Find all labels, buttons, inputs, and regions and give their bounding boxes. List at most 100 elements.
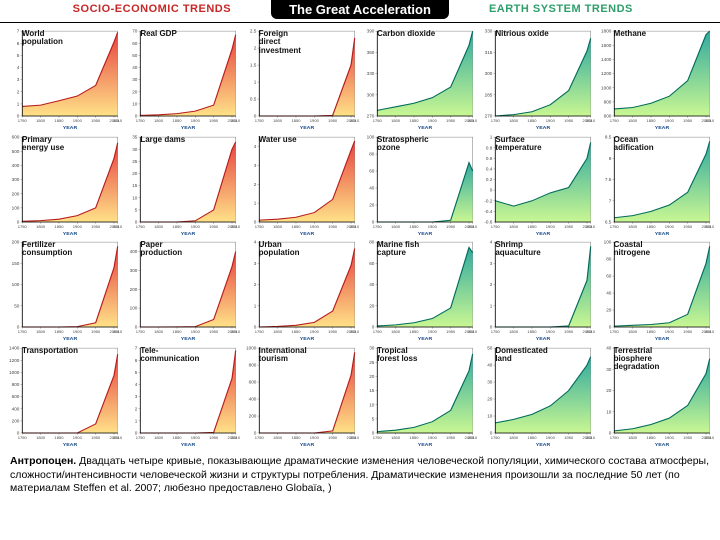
svg-text:50: 50 bbox=[14, 304, 20, 309]
svg-text:1900: 1900 bbox=[73, 119, 82, 123]
svg-text:1800: 1800 bbox=[391, 225, 400, 229]
svg-text:1800: 1800 bbox=[273, 330, 282, 334]
svg-text:800: 800 bbox=[603, 100, 611, 105]
panel-title: Shrimpaquaculture bbox=[495, 241, 540, 258]
chart-panel: 02004006008001000 1750180018501900195020… bbox=[243, 344, 359, 448]
svg-text:1200: 1200 bbox=[9, 358, 20, 363]
svg-text:1750: 1750 bbox=[136, 119, 145, 123]
svg-text:1950: 1950 bbox=[564, 436, 573, 440]
svg-text:1800: 1800 bbox=[509, 119, 518, 123]
svg-text:YEAR: YEAR bbox=[536, 231, 551, 236]
svg-text:1: 1 bbox=[490, 304, 493, 309]
svg-text:1900: 1900 bbox=[73, 330, 82, 334]
svg-text:1750: 1750 bbox=[609, 330, 618, 334]
svg-text:1900: 1900 bbox=[664, 119, 673, 123]
svg-text:5: 5 bbox=[17, 53, 20, 58]
svg-text:1850: 1850 bbox=[291, 119, 300, 123]
svg-text:1600: 1600 bbox=[601, 43, 612, 48]
svg-text:1750: 1750 bbox=[254, 436, 263, 440]
svg-text:1950: 1950 bbox=[564, 330, 573, 334]
svg-text:1900: 1900 bbox=[664, 436, 673, 440]
svg-text:1: 1 bbox=[253, 304, 256, 309]
svg-text:0: 0 bbox=[608, 430, 611, 435]
svg-text:30: 30 bbox=[369, 345, 375, 350]
svg-text:1750: 1750 bbox=[136, 330, 145, 334]
svg-text:1950: 1950 bbox=[328, 225, 337, 229]
svg-text:20: 20 bbox=[369, 202, 375, 207]
svg-text:1950: 1950 bbox=[564, 225, 573, 229]
svg-text:1750: 1750 bbox=[491, 330, 500, 334]
svg-text:YEAR: YEAR bbox=[299, 231, 314, 236]
svg-text:YEAR: YEAR bbox=[299, 125, 314, 130]
svg-text:1800: 1800 bbox=[509, 436, 518, 440]
svg-text:1850: 1850 bbox=[528, 330, 537, 334]
svg-text:1750: 1750 bbox=[609, 119, 618, 123]
chart-panel: 0100200300400500600 17501800185019001950… bbox=[6, 133, 122, 237]
svg-text:400: 400 bbox=[248, 396, 256, 401]
svg-text:1750: 1750 bbox=[373, 225, 382, 229]
svg-text:5: 5 bbox=[135, 370, 138, 375]
svg-text:1950: 1950 bbox=[209, 119, 218, 123]
svg-text:1950: 1950 bbox=[446, 330, 455, 334]
svg-text:1900: 1900 bbox=[309, 436, 318, 440]
chart-grid: 01234567 1750180018501900195020002010 YE… bbox=[0, 23, 720, 449]
svg-text:10: 10 bbox=[369, 402, 375, 407]
svg-text:300: 300 bbox=[485, 71, 493, 76]
svg-text:0: 0 bbox=[17, 219, 20, 224]
svg-text:1900: 1900 bbox=[191, 436, 200, 440]
chart-panel: 020406080 1750180018501900195020002010 Y… bbox=[361, 238, 477, 342]
svg-text:10: 10 bbox=[133, 195, 139, 200]
svg-text:300: 300 bbox=[367, 93, 375, 98]
svg-text:1850: 1850 bbox=[409, 436, 418, 440]
svg-text:80: 80 bbox=[606, 257, 612, 262]
chart-panel: 270285300315330 175018001850190019502000… bbox=[479, 27, 595, 131]
svg-text:1750: 1750 bbox=[491, 436, 500, 440]
svg-text:30: 30 bbox=[606, 367, 612, 372]
svg-text:1750: 1750 bbox=[373, 119, 382, 123]
svg-text:8: 8 bbox=[608, 156, 611, 161]
svg-text:YEAR: YEAR bbox=[63, 442, 78, 447]
svg-text:1800: 1800 bbox=[154, 225, 163, 229]
svg-text:2010: 2010 bbox=[231, 225, 240, 229]
svg-text:30: 30 bbox=[488, 379, 494, 384]
svg-text:1850: 1850 bbox=[646, 330, 655, 334]
svg-text:200: 200 bbox=[12, 191, 20, 196]
svg-text:60: 60 bbox=[369, 168, 375, 173]
svg-text:0: 0 bbox=[135, 114, 138, 119]
svg-text:2: 2 bbox=[17, 90, 20, 95]
svg-text:YEAR: YEAR bbox=[181, 336, 196, 341]
svg-text:20: 20 bbox=[606, 308, 612, 313]
svg-text:1: 1 bbox=[253, 80, 256, 85]
svg-text:1800: 1800 bbox=[391, 330, 400, 334]
svg-text:15: 15 bbox=[133, 183, 139, 188]
svg-text:200: 200 bbox=[12, 240, 20, 245]
svg-text:1850: 1850 bbox=[409, 119, 418, 123]
svg-text:YEAR: YEAR bbox=[63, 125, 78, 130]
svg-text:YEAR: YEAR bbox=[63, 336, 78, 341]
svg-text:600: 600 bbox=[603, 114, 611, 119]
svg-text:4: 4 bbox=[490, 240, 493, 245]
svg-text:YEAR: YEAR bbox=[418, 336, 433, 341]
svg-text:5: 5 bbox=[135, 207, 138, 212]
svg-text:1850: 1850 bbox=[173, 436, 182, 440]
svg-text:1900: 1900 bbox=[309, 330, 318, 334]
svg-text:1800: 1800 bbox=[628, 119, 637, 123]
svg-text:1900: 1900 bbox=[191, 119, 200, 123]
svg-text:40: 40 bbox=[606, 291, 612, 296]
svg-text:1900: 1900 bbox=[191, 330, 200, 334]
svg-text:1750: 1750 bbox=[373, 330, 382, 334]
svg-text:6: 6 bbox=[135, 358, 138, 363]
svg-text:20: 20 bbox=[369, 374, 375, 379]
panel-title: Transportation bbox=[22, 347, 78, 355]
svg-text:1850: 1850 bbox=[646, 119, 655, 123]
svg-text:-0.4: -0.4 bbox=[485, 209, 494, 214]
svg-text:270: 270 bbox=[367, 114, 375, 119]
chart-panel: 01234 1750180018501900195020002010 YEAR … bbox=[243, 133, 359, 237]
svg-text:1850: 1850 bbox=[646, 225, 655, 229]
chart-panel: 010203040506070 175018001850190019502000… bbox=[124, 27, 240, 131]
svg-text:800: 800 bbox=[12, 382, 20, 387]
svg-text:60: 60 bbox=[133, 41, 139, 46]
svg-text:1900: 1900 bbox=[428, 436, 437, 440]
panel-title: Foreigndirectinvestment bbox=[259, 30, 301, 55]
svg-text:200: 200 bbox=[12, 418, 20, 423]
